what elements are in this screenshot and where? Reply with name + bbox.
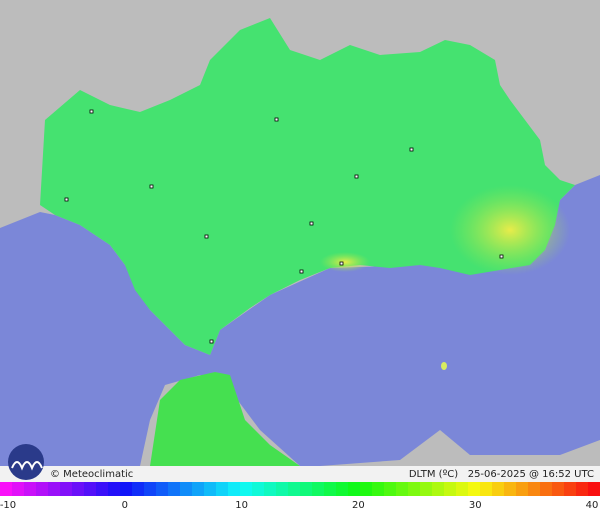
scale-cell <box>288 482 301 496</box>
scale-cell <box>252 482 265 496</box>
scale-cell <box>360 482 373 496</box>
scale-cell <box>204 482 217 496</box>
scale-cell <box>72 482 85 496</box>
scale-cell <box>108 482 121 496</box>
scale-label-band <box>0 496 600 517</box>
scale-cell <box>468 482 481 496</box>
scale-cell <box>540 482 553 496</box>
scale-cell <box>24 482 37 496</box>
caption: DLTM (ºC) 25-06-2025 @ 16:52 UTC <box>409 469 594 480</box>
scale-cell <box>0 482 13 496</box>
scale-cell <box>264 482 277 496</box>
scale-cell <box>576 482 589 496</box>
scale-cell <box>228 482 241 496</box>
scale-cell <box>168 482 181 496</box>
scale-cell <box>552 482 565 496</box>
scale-cell <box>516 482 529 496</box>
warm-area <box>320 252 370 272</box>
scale-cell <box>432 482 445 496</box>
scale-cell <box>480 482 493 496</box>
andalusia <box>40 18 575 355</box>
scale-cell <box>408 482 421 496</box>
color-scale: -10 0 10 20 30 40 <box>0 482 600 517</box>
scale-cell <box>132 482 145 496</box>
scale-cell <box>216 482 229 496</box>
morocco <box>150 372 300 466</box>
scale-cell <box>48 482 61 496</box>
scale-cell <box>372 482 385 496</box>
scale-cell <box>240 482 253 496</box>
scale-cell <box>156 482 169 496</box>
scale-tick-label: -10 <box>0 500 16 511</box>
scale-cell <box>456 482 469 496</box>
scale-cell <box>84 482 97 496</box>
scale-cell <box>60 482 73 496</box>
scale-tick-label: 0 <box>122 500 128 511</box>
scale-cell <box>12 482 25 496</box>
scale-cell <box>396 482 409 496</box>
scale-cell <box>588 482 600 496</box>
status-bar <box>0 466 600 482</box>
scale-tick-label: 20 <box>352 500 365 511</box>
stations <box>64 109 504 344</box>
scale-tick-label: 40 <box>586 500 599 511</box>
scale-cell <box>528 482 541 496</box>
sea <box>0 175 600 466</box>
scale-cell <box>348 482 361 496</box>
scale-cell <box>492 482 505 496</box>
scale-cell <box>324 482 337 496</box>
scale-cell <box>192 482 205 496</box>
scale-cell <box>444 482 457 496</box>
scale-cell <box>336 482 349 496</box>
logo-mark <box>11 461 43 471</box>
scale-cell <box>300 482 313 496</box>
island <box>441 362 447 370</box>
scale-tick-label: 10 <box>235 500 248 511</box>
scale-cell <box>180 482 193 496</box>
scale-cell <box>384 482 397 496</box>
scale-cell <box>144 482 157 496</box>
scale-cell <box>96 482 109 496</box>
scale-cell <box>36 482 49 496</box>
scale-tick-label: 30 <box>469 500 482 511</box>
scale-cell <box>312 482 325 496</box>
scale-cell <box>420 482 433 496</box>
scale-cell <box>504 482 517 496</box>
warm-area <box>450 185 570 275</box>
credit: © Meteoclimatic <box>50 469 133 480</box>
scale-cell <box>276 482 289 496</box>
scale-cell <box>120 482 133 496</box>
scale-cell <box>564 482 577 496</box>
